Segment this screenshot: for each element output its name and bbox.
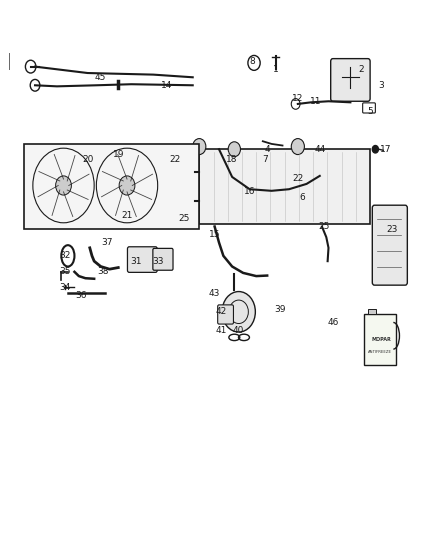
Circle shape [372, 146, 378, 153]
Circle shape [222, 292, 255, 332]
Text: 34: 34 [59, 284, 71, 292]
Text: 5: 5 [367, 108, 373, 116]
Text: 17: 17 [380, 145, 391, 154]
Circle shape [193, 139, 206, 155]
Text: 15: 15 [209, 230, 220, 239]
Text: 3: 3 [378, 81, 384, 90]
FancyBboxPatch shape [372, 205, 407, 285]
Text: 45: 45 [95, 73, 106, 82]
Bar [368, 309, 376, 314]
Text: 39: 39 [275, 305, 286, 313]
Text: 35: 35 [59, 268, 71, 276]
Text: 25: 25 [178, 214, 190, 223]
Text: 41: 41 [215, 326, 227, 335]
Circle shape [56, 176, 71, 195]
Text: 32: 32 [59, 252, 71, 260]
Text: 19: 19 [113, 150, 124, 159]
Circle shape [228, 142, 240, 157]
Text: 40: 40 [233, 326, 244, 335]
Text: MOPAR: MOPAR [371, 337, 391, 342]
Text: 11: 11 [310, 97, 321, 106]
Text: 36: 36 [75, 292, 87, 300]
FancyBboxPatch shape [331, 59, 370, 101]
Bar [24, 144, 199, 229]
Text: 25: 25 [318, 222, 330, 231]
Text: 44: 44 [314, 145, 325, 154]
Text: 38: 38 [97, 268, 109, 276]
Text: 20: 20 [82, 156, 93, 164]
FancyBboxPatch shape [364, 314, 396, 365]
FancyBboxPatch shape [127, 247, 157, 272]
Text: 43: 43 [209, 289, 220, 297]
Text: 18: 18 [226, 156, 238, 164]
Bar [199, 149, 370, 224]
Text: 4: 4 [265, 145, 270, 154]
Text: 23: 23 [386, 225, 398, 233]
Text: 46: 46 [327, 318, 339, 327]
Text: 1: 1 [273, 65, 279, 74]
Text: 42: 42 [215, 308, 227, 316]
Text: ANTIFREEZE: ANTIFREEZE [368, 350, 392, 354]
Text: 2: 2 [359, 65, 364, 74]
Text: 21: 21 [121, 212, 133, 220]
Text: 22: 22 [292, 174, 304, 183]
FancyBboxPatch shape [153, 248, 173, 270]
Circle shape [291, 139, 304, 155]
Text: 33: 33 [152, 257, 163, 265]
Text: 14: 14 [161, 81, 172, 90]
Text: 22: 22 [170, 156, 181, 164]
Text: 7: 7 [262, 156, 268, 164]
Text: 8: 8 [249, 57, 255, 66]
FancyBboxPatch shape [218, 305, 233, 324]
Circle shape [119, 176, 135, 195]
Text: 12: 12 [292, 94, 304, 103]
Text: 31: 31 [130, 257, 141, 265]
Text: 6: 6 [299, 193, 305, 201]
Text: 37: 37 [102, 238, 113, 247]
Text: 16: 16 [244, 188, 255, 196]
